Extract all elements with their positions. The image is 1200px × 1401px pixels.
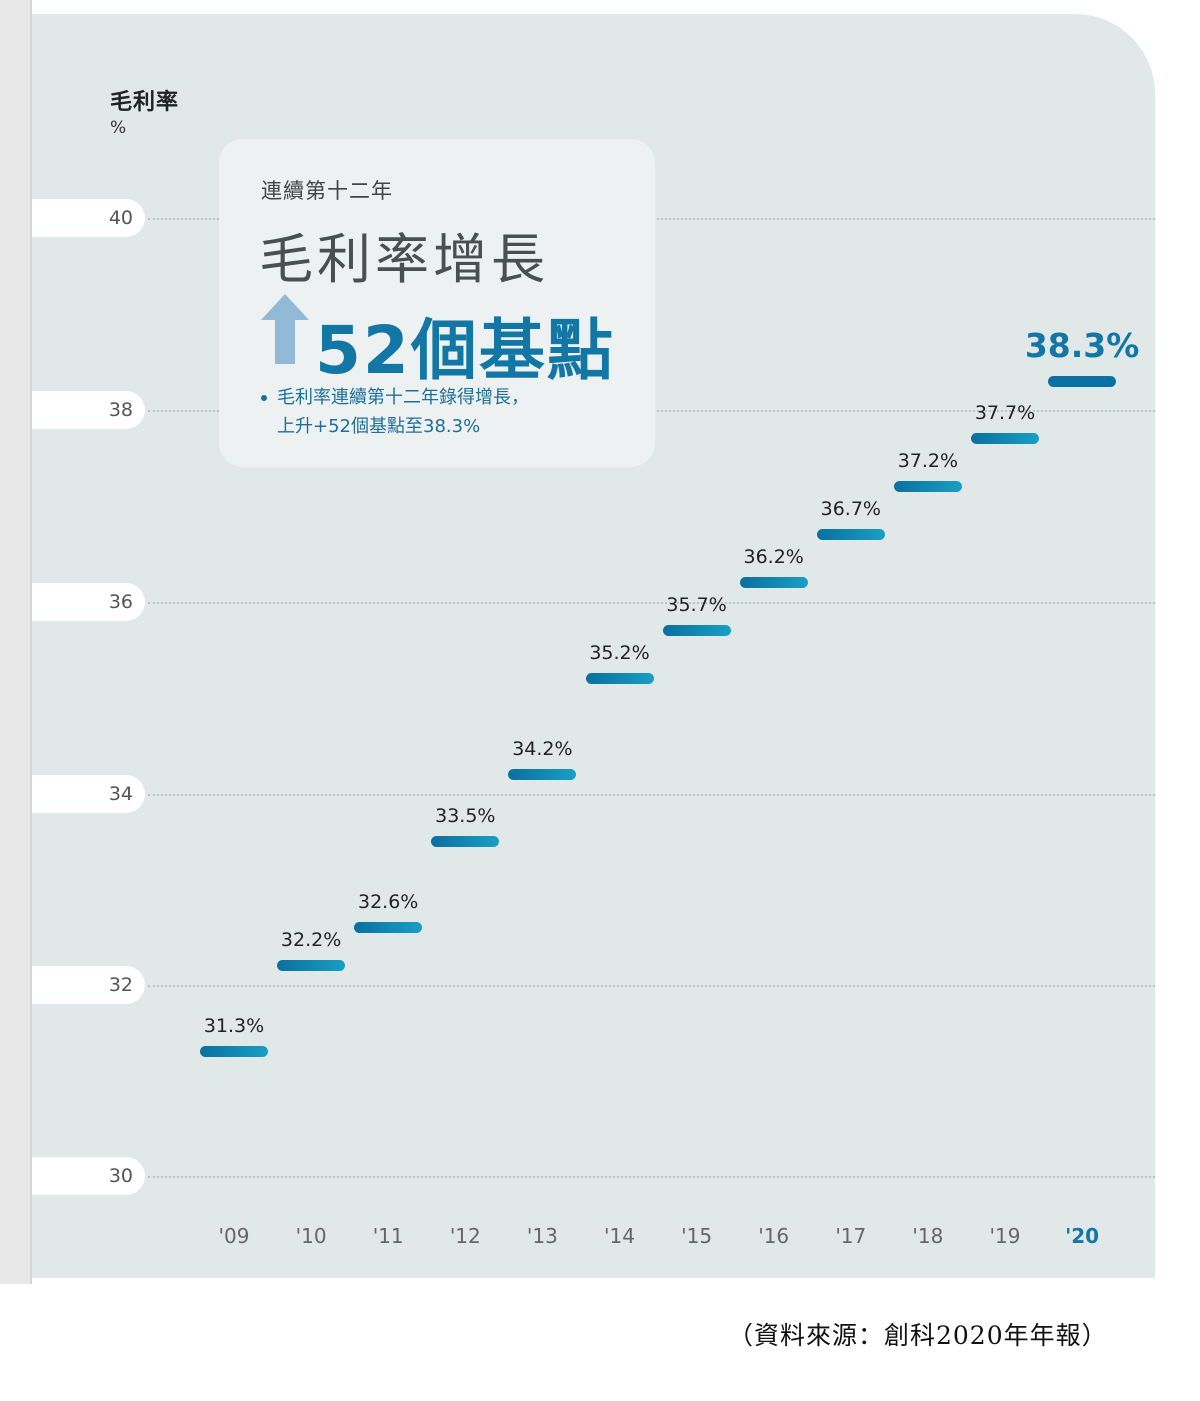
callout-headline: 毛利率增長 bbox=[259, 228, 549, 291]
y-tick-label: 38 bbox=[108, 399, 133, 421]
y-tick-label: 34 bbox=[108, 783, 133, 805]
y-tick: 38 bbox=[32, 391, 145, 429]
x-tick-label: '15 bbox=[681, 1224, 713, 1248]
x-tick-label: '19 bbox=[989, 1224, 1021, 1248]
callout-note-line1: 毛利率連續第十二年錄得增長， bbox=[277, 387, 529, 408]
y-tick: 36 bbox=[32, 583, 145, 621]
left-margin-strip bbox=[0, 0, 32, 1284]
bar bbox=[739, 577, 808, 589]
callout-note: 毛利率連續第十二年錄得增長， 上升+52個基點至38.3% bbox=[261, 383, 529, 441]
x-tick-label: '12 bbox=[449, 1224, 481, 1248]
y-tick: 32 bbox=[32, 966, 145, 1004]
source-caption: （資料來源：創科2020年年報） bbox=[728, 1321, 1108, 1350]
x-tick-label: '20 bbox=[1065, 1224, 1100, 1248]
callout-box: 連續第十二年 毛利率增長 52個基點 毛利率連續第十二年錄得增長， 上升+52個… bbox=[219, 139, 655, 467]
value-label: 36.2% bbox=[743, 546, 804, 569]
gridline bbox=[148, 794, 1155, 796]
bullet-icon bbox=[261, 395, 267, 401]
x-tick-label: '17 bbox=[835, 1224, 867, 1248]
value-label: 33.5% bbox=[435, 804, 496, 827]
value-label: 35.2% bbox=[589, 641, 650, 664]
x-tick-label: '14 bbox=[604, 1224, 635, 1248]
y-axis-title: 毛利率 bbox=[110, 90, 180, 115]
up-arrow-icon bbox=[261, 294, 309, 364]
bar bbox=[1048, 375, 1117, 387]
bar bbox=[816, 529, 885, 541]
value-label: 35.7% bbox=[666, 593, 727, 616]
bar bbox=[431, 835, 500, 847]
value-label: 31.3% bbox=[203, 1015, 265, 1038]
bar bbox=[971, 433, 1039, 445]
callout-big-value: 52個基點 bbox=[315, 312, 615, 389]
value-label: 37.2% bbox=[897, 450, 959, 473]
value-label: 32.2% bbox=[280, 929, 342, 952]
x-tick-label: '10 bbox=[295, 1224, 327, 1248]
callout-note-line2: 上升+52個基點至38.3% bbox=[277, 416, 481, 437]
bar bbox=[508, 768, 577, 780]
x-tick-label: '13 bbox=[526, 1224, 558, 1248]
x-tick-label: '11 bbox=[372, 1224, 404, 1248]
bar bbox=[200, 1046, 268, 1058]
bar bbox=[277, 960, 346, 972]
y-tick: 30 bbox=[32, 1157, 145, 1195]
value-label: 38.3% bbox=[1024, 325, 1140, 365]
bar bbox=[354, 921, 423, 933]
callout-subtitle: 連續第十二年 bbox=[261, 179, 393, 203]
x-tick-label: '18 bbox=[912, 1224, 944, 1248]
x-tick-label: '16 bbox=[758, 1224, 790, 1248]
y-tick-label: 30 bbox=[108, 1165, 133, 1187]
gridline bbox=[148, 602, 1155, 604]
y-axis-unit: % bbox=[110, 118, 127, 138]
y-tick-label: 32 bbox=[108, 974, 133, 996]
value-label: 36.7% bbox=[820, 498, 881, 521]
gridline bbox=[148, 985, 1155, 987]
y-tick-label: 36 bbox=[108, 591, 133, 613]
value-label: 34.2% bbox=[512, 737, 573, 760]
value-label: 32.6% bbox=[358, 890, 419, 913]
bar bbox=[893, 481, 962, 493]
y-tick: 34 bbox=[32, 775, 145, 813]
bar bbox=[585, 672, 654, 684]
y-tick: 40 bbox=[32, 199, 145, 237]
value-label: 37.7% bbox=[974, 402, 1036, 425]
x-tick-label: '09 bbox=[218, 1224, 250, 1248]
bar bbox=[662, 624, 731, 636]
y-tick-label: 40 bbox=[108, 207, 133, 229]
gridline bbox=[148, 1176, 1155, 1178]
